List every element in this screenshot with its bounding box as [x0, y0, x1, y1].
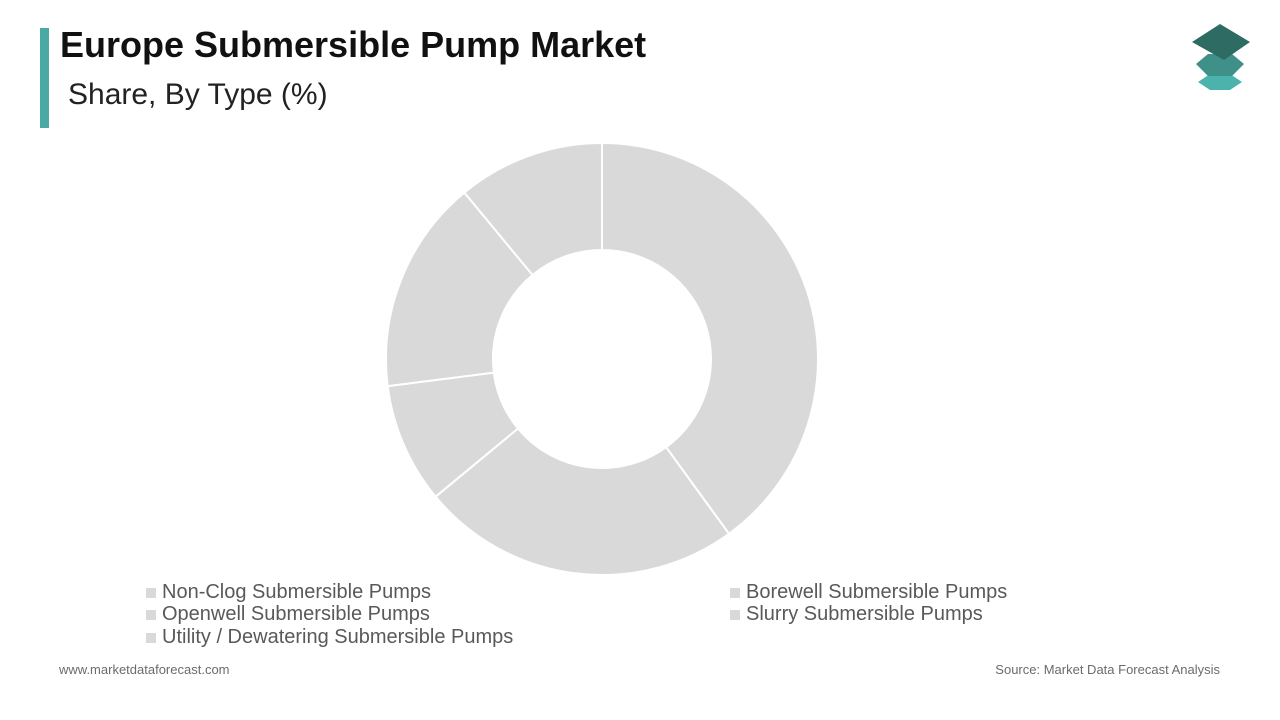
page-subtitle: Share, By Type (%)	[68, 78, 328, 111]
footer-website: www.marketdataforecast.com	[59, 662, 230, 677]
logo-layer-middle	[1196, 54, 1244, 76]
logo-layer-top	[1192, 24, 1250, 60]
logo-layer-bottom	[1198, 74, 1242, 90]
pie-slice-4	[385, 191, 534, 388]
stacked-layers-icon	[1192, 24, 1250, 90]
pie-slice-2	[434, 427, 731, 576]
pie-slice-5	[462, 141, 603, 277]
title-accent-bar	[40, 28, 49, 128]
pie-slice-1	[601, 141, 819, 536]
page-title: Europe Submersible Pump Market	[60, 24, 647, 65]
footer-source: Source: Market Data Forecast Analysis	[995, 662, 1220, 677]
